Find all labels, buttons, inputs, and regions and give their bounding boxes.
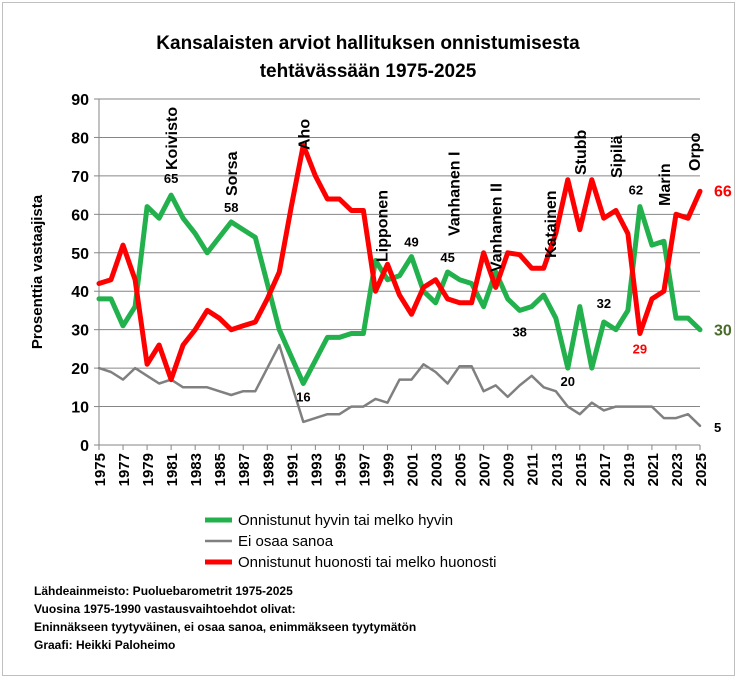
x-tick-label: 2021	[645, 453, 662, 486]
x-tick-label: 1993	[308, 453, 325, 486]
data-label: 45	[440, 250, 454, 265]
note-line: Graafi: Heikki Paloheimo	[34, 638, 176, 652]
x-tick-label: 1997	[356, 453, 373, 486]
pm-annotation: Sorsa	[224, 151, 241, 196]
data-label: 30	[714, 323, 732, 340]
legend-label: Onnistunut huonosti tai melko huonosti	[238, 554, 497, 571]
data-label: 65	[164, 171, 178, 186]
pm-annotation: Lipponen	[374, 190, 391, 262]
data-label: 62	[629, 183, 643, 198]
data-label: 32	[597, 296, 611, 311]
y-tick-label: 40	[71, 284, 89, 301]
x-tick-label: 2015	[573, 453, 590, 486]
note-line: Lähdeainmeisto: Puoluebarometrit 1975-20…	[34, 584, 293, 598]
data-label: 66	[714, 183, 732, 200]
pm-annotation: Koivisto	[164, 107, 181, 170]
series-line	[96, 192, 703, 386]
x-tick-label: 2001	[405, 453, 422, 486]
note-line: Eninnäkseen tyytyväinen, ei osaa sanoa, …	[34, 620, 417, 634]
pm-annotation: Orpo	[687, 133, 704, 171]
data-label: 20	[561, 374, 575, 389]
x-tick-label: 1999	[380, 453, 397, 486]
data-label: 38	[512, 324, 526, 339]
x-tick-label: 2013	[549, 453, 566, 486]
x-tick-label: 2009	[501, 453, 518, 486]
x-tick-label: 1979	[140, 453, 157, 486]
x-tick-label: 1991	[284, 453, 301, 486]
y-tick-label: 0	[80, 438, 89, 455]
y-axis-label: Prosenttia vastaajista	[29, 194, 46, 349]
pm-annotation: Vanhanen I	[447, 152, 464, 236]
x-tick-label: 1985	[212, 453, 229, 486]
y-tick-label: 60	[71, 207, 89, 224]
y-tick-label: 10	[71, 400, 89, 417]
y-tick-label: 30	[71, 323, 89, 340]
y-tick-label: 90	[71, 92, 89, 109]
x-tick-label: 1989	[260, 453, 277, 486]
x-tick-label: 2003	[429, 453, 446, 486]
source-notes: Lähdeainmeisto: Puoluebarometrit 1975-20…	[34, 582, 416, 654]
y-tick-label: 70	[71, 169, 89, 186]
x-tick-label: 2023	[669, 453, 686, 486]
x-tick-label: 2007	[477, 453, 494, 486]
legend-label: Onnistunut hyvin tai melko hyvin	[238, 512, 453, 529]
x-tick-label: 1981	[164, 453, 181, 486]
data-label: 5	[714, 420, 721, 435]
pm-annotation: Vanhanen II	[489, 183, 506, 272]
data-label: 29	[633, 342, 647, 357]
pm-annotation: Marin	[657, 163, 674, 206]
chart-title: Kansalaisten arviot hallituksen onnistum…	[156, 33, 580, 54]
y-tick-label: 80	[71, 130, 89, 147]
pm-annotation: Stubb	[573, 129, 590, 175]
x-tick-label: 1983	[188, 453, 205, 486]
pm-annotation: Aho	[296, 119, 313, 150]
chart-title: tehtävässään 1975-2025	[260, 61, 477, 82]
note-line: Vuosina 1975-1990 vastausvaihtoehdot oli…	[34, 602, 296, 616]
x-tick-label: 2017	[597, 453, 614, 486]
data-label: 58	[224, 200, 238, 215]
x-tick-label: 1995	[332, 453, 349, 486]
x-tick-label: 2025	[693, 453, 710, 486]
legend-label: Ei osaa sanoa	[238, 533, 334, 550]
x-tick-label: 1975	[92, 453, 109, 486]
pm-annotation: Sipilä	[609, 135, 626, 178]
x-tick-label: 1987	[236, 453, 253, 486]
y-tick-label: 50	[71, 246, 89, 263]
data-label: 49	[404, 235, 418, 250]
data-label: 16	[296, 389, 310, 404]
y-tick-label: 20	[71, 361, 89, 378]
pm-annotation: Katainen	[543, 190, 560, 258]
x-tick-label: 2019	[621, 453, 638, 486]
x-tick-label: 2011	[525, 453, 542, 486]
series-line	[97, 343, 702, 428]
x-tick-label: 1977	[116, 453, 133, 486]
series-line	[96, 142, 703, 383]
x-tick-label: 2005	[453, 453, 470, 486]
